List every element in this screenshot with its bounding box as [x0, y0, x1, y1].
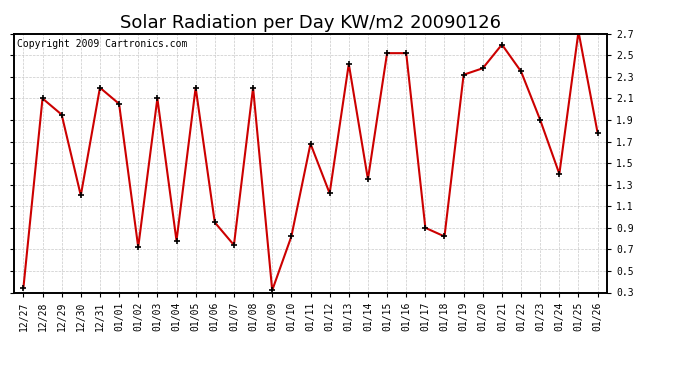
- Title: Solar Radiation per Day KW/m2 20090126: Solar Radiation per Day KW/m2 20090126: [120, 14, 501, 32]
- Text: Copyright 2009 Cartronics.com: Copyright 2009 Cartronics.com: [17, 39, 187, 49]
